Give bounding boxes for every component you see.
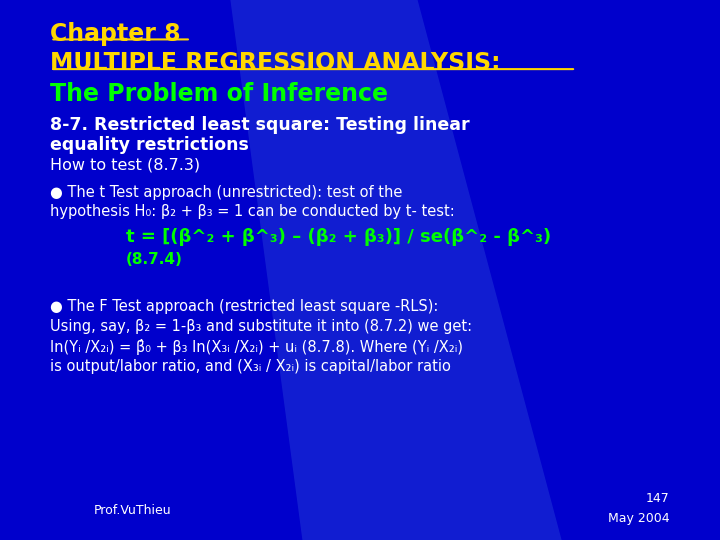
Text: 8-7. Restricted least square: Testing linear: 8-7. Restricted least square: Testing li… [50, 116, 470, 134]
Text: Chapter 8: Chapter 8 [50, 22, 181, 45]
Text: Prof.VuThieu: Prof.VuThieu [94, 504, 171, 517]
Text: equality restrictions: equality restrictions [50, 136, 249, 154]
Text: 147: 147 [646, 492, 670, 505]
Text: How to test (8.7.3): How to test (8.7.3) [50, 158, 201, 173]
Text: hypothesis H₀: β₂ + β₃ = 1 can be conducted by t- test:: hypothesis H₀: β₂ + β₃ = 1 can be conduc… [50, 204, 455, 219]
Text: MULTIPLE REGRESSION ANALYSIS:: MULTIPLE REGRESSION ANALYSIS: [50, 51, 501, 75]
Text: ● The t Test approach (unrestricted): test of the: ● The t Test approach (unrestricted): te… [50, 185, 402, 200]
Text: Using, say, β₂ = 1-β₃ and substitute it into (8.7.2) we get:: Using, say, β₂ = 1-β₃ and substitute it … [50, 319, 472, 334]
Text: ln(Yᵢ /X₂ᵢ) = β̂₀ + β₃ ln(X₃ᵢ /X₂ᵢ) + uᵢ (8.7.8). Where (Yᵢ /X₂ᵢ): ln(Yᵢ /X₂ᵢ) = β̂₀ + β₃ ln(X₃ᵢ /X₂ᵢ) + uᵢ… [50, 339, 464, 355]
Text: t = [(β^₂ + β^₃) – (β₂ + β₃)] / se(β^₂ - β^₃): t = [(β^₂ + β^₃) – (β₂ + β₃)] / se(β^₂ -… [126, 228, 551, 246]
Text: May 2004: May 2004 [608, 512, 670, 525]
Text: (8.7.4): (8.7.4) [126, 252, 183, 267]
Polygon shape [230, 0, 562, 540]
Text: ● The F Test approach (restricted least square -RLS):: ● The F Test approach (restricted least … [50, 299, 438, 314]
Text: The Problem of Inference: The Problem of Inference [50, 82, 388, 106]
Text: is output/labor ratio, and (X₃ᵢ / X₂ᵢ) is capital/labor ratio: is output/labor ratio, and (X₃ᵢ / X₂ᵢ) i… [50, 359, 451, 374]
